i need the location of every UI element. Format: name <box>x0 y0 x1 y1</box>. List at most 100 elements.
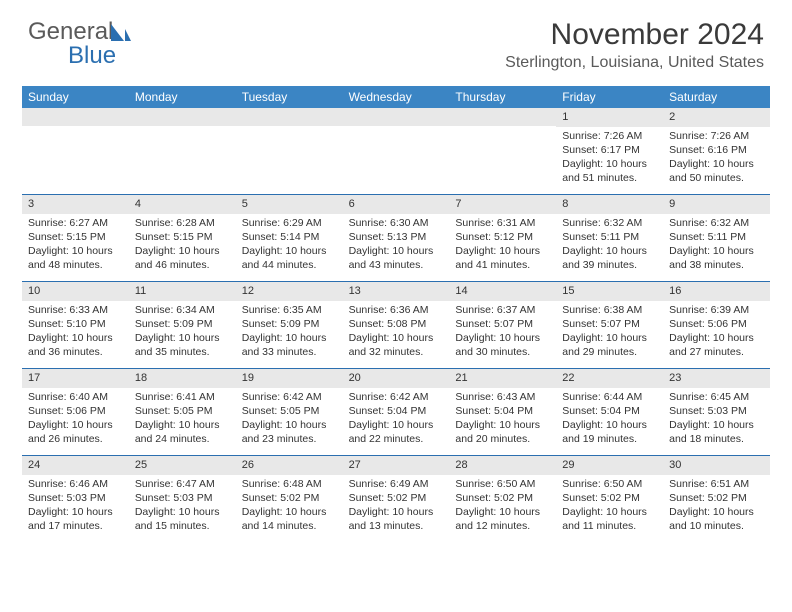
sunset-text: Sunset: 5:10 PM <box>28 317 123 331</box>
sunset-text: Sunset: 5:02 PM <box>242 491 337 505</box>
day-content: Sunrise: 6:31 AMSunset: 5:12 PMDaylight:… <box>449 214 556 277</box>
day-number: 24 <box>22 456 129 475</box>
daylight-text: Daylight: 10 hours and 14 minutes. <box>242 505 337 533</box>
sunrise-text: Sunrise: 6:48 AM <box>242 477 337 491</box>
sunrise-text: Sunrise: 6:33 AM <box>28 303 123 317</box>
sunset-text: Sunset: 5:09 PM <box>135 317 230 331</box>
calendar-week: 17Sunrise: 6:40 AMSunset: 5:06 PMDayligh… <box>22 368 770 455</box>
day-content: Sunrise: 6:32 AMSunset: 5:11 PMDaylight:… <box>556 214 663 277</box>
day-content: Sunrise: 6:30 AMSunset: 5:13 PMDaylight:… <box>343 214 450 277</box>
sunrise-text: Sunrise: 6:50 AM <box>562 477 657 491</box>
day-content: Sunrise: 6:49 AMSunset: 5:02 PMDaylight:… <box>343 475 450 538</box>
day-number: 14 <box>449 282 556 301</box>
sunset-text: Sunset: 5:04 PM <box>455 404 550 418</box>
sunset-text: Sunset: 5:06 PM <box>669 317 764 331</box>
calendar-week: 1Sunrise: 7:26 AMSunset: 6:17 PMDaylight… <box>22 108 770 194</box>
day-content: Sunrise: 6:51 AMSunset: 5:02 PMDaylight:… <box>663 475 770 538</box>
daylight-text: Daylight: 10 hours and 46 minutes. <box>135 244 230 272</box>
daylight-text: Daylight: 10 hours and 30 minutes. <box>455 331 550 359</box>
day-content: Sunrise: 6:44 AMSunset: 5:04 PMDaylight:… <box>556 388 663 451</box>
day-content: Sunrise: 6:37 AMSunset: 5:07 PMDaylight:… <box>449 301 556 364</box>
day-number: 30 <box>663 456 770 475</box>
day-cell: 2Sunrise: 7:26 AMSunset: 6:16 PMDaylight… <box>663 108 770 194</box>
sunrise-text: Sunrise: 6:44 AM <box>562 390 657 404</box>
sunset-text: Sunset: 5:11 PM <box>669 230 764 244</box>
day-header: Wednesday <box>343 86 450 108</box>
day-number: 4 <box>129 195 236 214</box>
sunrise-text: Sunrise: 7:26 AM <box>562 129 657 143</box>
daylight-text: Daylight: 10 hours and 44 minutes. <box>242 244 337 272</box>
sunset-text: Sunset: 5:03 PM <box>135 491 230 505</box>
day-cell: 28Sunrise: 6:50 AMSunset: 5:02 PMDayligh… <box>449 456 556 542</box>
daylight-text: Daylight: 10 hours and 12 minutes. <box>455 505 550 533</box>
sunset-text: Sunset: 5:13 PM <box>349 230 444 244</box>
sunset-text: Sunset: 5:03 PM <box>669 404 764 418</box>
sunrise-text: Sunrise: 6:42 AM <box>242 390 337 404</box>
day-cell: 19Sunrise: 6:42 AMSunset: 5:05 PMDayligh… <box>236 369 343 455</box>
day-cell <box>129 108 236 194</box>
daylight-text: Daylight: 10 hours and 18 minutes. <box>669 418 764 446</box>
sunrise-text: Sunrise: 6:49 AM <box>349 477 444 491</box>
day-content: Sunrise: 6:48 AMSunset: 5:02 PMDaylight:… <box>236 475 343 538</box>
day-header: Monday <box>129 86 236 108</box>
location-text: Sterlington, Louisiana, United States <box>505 54 764 72</box>
sunrise-text: Sunrise: 6:32 AM <box>669 216 764 230</box>
day-number: 10 <box>22 282 129 301</box>
day-cell: 8Sunrise: 6:32 AMSunset: 5:11 PMDaylight… <box>556 195 663 281</box>
daylight-text: Daylight: 10 hours and 26 minutes. <box>28 418 123 446</box>
sunset-text: Sunset: 6:16 PM <box>669 143 764 157</box>
day-number: 21 <box>449 369 556 388</box>
day-number: 12 <box>236 282 343 301</box>
day-content: Sunrise: 7:26 AMSunset: 6:16 PMDaylight:… <box>663 127 770 190</box>
title-block: November 2024 Sterlington, Louisiana, Un… <box>505 18 764 72</box>
sunset-text: Sunset: 5:07 PM <box>455 317 550 331</box>
day-number: 17 <box>22 369 129 388</box>
sunrise-text: Sunrise: 6:29 AM <box>242 216 337 230</box>
sunset-text: Sunset: 5:15 PM <box>135 230 230 244</box>
day-cell: 29Sunrise: 6:50 AMSunset: 5:02 PMDayligh… <box>556 456 663 542</box>
sunset-text: Sunset: 5:12 PM <box>455 230 550 244</box>
day-cell: 10Sunrise: 6:33 AMSunset: 5:10 PMDayligh… <box>22 282 129 368</box>
sunrise-text: Sunrise: 6:41 AM <box>135 390 230 404</box>
sunrise-text: Sunrise: 6:51 AM <box>669 477 764 491</box>
day-content: Sunrise: 6:43 AMSunset: 5:04 PMDaylight:… <box>449 388 556 451</box>
day-cell <box>236 108 343 194</box>
day-cell: 17Sunrise: 6:40 AMSunset: 5:06 PMDayligh… <box>22 369 129 455</box>
sunrise-text: Sunrise: 7:26 AM <box>669 129 764 143</box>
sunrise-text: Sunrise: 6:34 AM <box>135 303 230 317</box>
day-number: 8 <box>556 195 663 214</box>
calendar-week: 10Sunrise: 6:33 AMSunset: 5:10 PMDayligh… <box>22 281 770 368</box>
day-number: 13 <box>343 282 450 301</box>
day-number: 1 <box>556 108 663 127</box>
day-number <box>343 108 450 126</box>
day-number: 5 <box>236 195 343 214</box>
day-cell: 27Sunrise: 6:49 AMSunset: 5:02 PMDayligh… <box>343 456 450 542</box>
daylight-text: Daylight: 10 hours and 48 minutes. <box>28 244 123 272</box>
day-cell: 23Sunrise: 6:45 AMSunset: 5:03 PMDayligh… <box>663 369 770 455</box>
day-number: 22 <box>556 369 663 388</box>
day-cell: 3Sunrise: 6:27 AMSunset: 5:15 PMDaylight… <box>22 195 129 281</box>
day-number: 3 <box>22 195 129 214</box>
day-header: Saturday <box>663 86 770 108</box>
sunrise-text: Sunrise: 6:27 AM <box>28 216 123 230</box>
month-title: November 2024 <box>505 18 764 52</box>
day-number: 9 <box>663 195 770 214</box>
sunset-text: Sunset: 5:05 PM <box>135 404 230 418</box>
sunset-text: Sunset: 5:03 PM <box>28 491 123 505</box>
day-cell: 25Sunrise: 6:47 AMSunset: 5:03 PMDayligh… <box>129 456 236 542</box>
sunrise-text: Sunrise: 6:31 AM <box>455 216 550 230</box>
daylight-text: Daylight: 10 hours and 50 minutes. <box>669 157 764 185</box>
day-number <box>236 108 343 126</box>
day-cell: 6Sunrise: 6:30 AMSunset: 5:13 PMDaylight… <box>343 195 450 281</box>
day-content: Sunrise: 6:28 AMSunset: 5:15 PMDaylight:… <box>129 214 236 277</box>
day-number: 15 <box>556 282 663 301</box>
daylight-text: Daylight: 10 hours and 19 minutes. <box>562 418 657 446</box>
day-cell: 14Sunrise: 6:37 AMSunset: 5:07 PMDayligh… <box>449 282 556 368</box>
day-number <box>22 108 129 126</box>
day-cell <box>343 108 450 194</box>
day-cell: 13Sunrise: 6:36 AMSunset: 5:08 PMDayligh… <box>343 282 450 368</box>
day-number: 11 <box>129 282 236 301</box>
day-cell: 9Sunrise: 6:32 AMSunset: 5:11 PMDaylight… <box>663 195 770 281</box>
day-content: Sunrise: 6:33 AMSunset: 5:10 PMDaylight:… <box>22 301 129 364</box>
day-number: 29 <box>556 456 663 475</box>
